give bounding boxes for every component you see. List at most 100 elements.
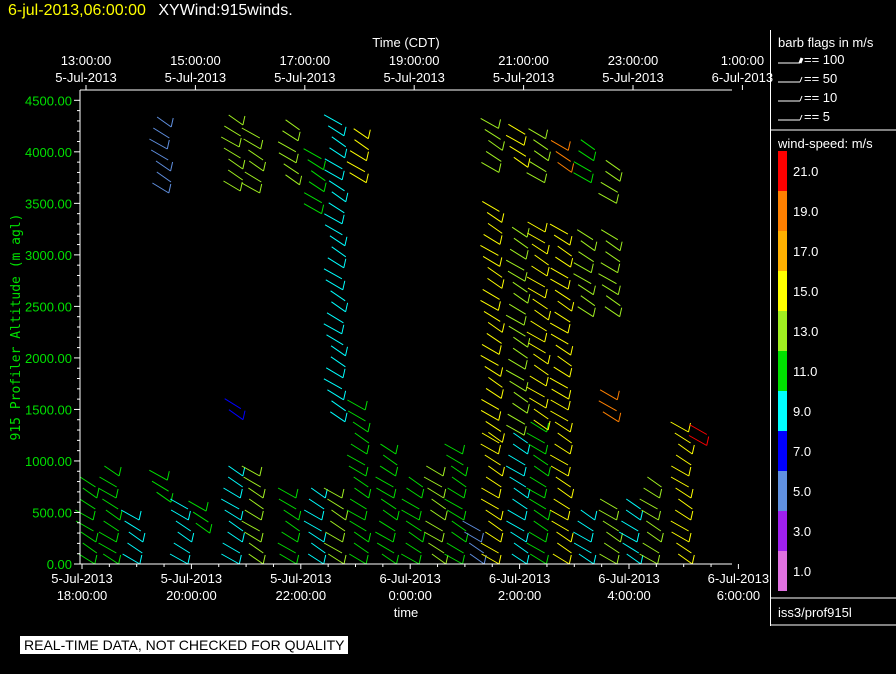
top-tick-time-label: 21:00:00 — [498, 53, 549, 68]
wind-barb-segment — [323, 114, 349, 423]
wind-barb — [220, 136, 240, 148]
wind-barb — [689, 424, 708, 435]
top-tick-date-label: 5-Jul-2013 — [602, 70, 663, 85]
wind-barb-flag — [118, 554, 122, 565]
wind-barb — [641, 509, 659, 521]
top-tick-date-label: 5-Jul-2013 — [55, 70, 116, 85]
colorbar-label: 9.0 — [793, 404, 811, 419]
wind-barb — [554, 289, 571, 301]
wind-barb — [573, 262, 592, 274]
colorbar-swatch — [778, 231, 787, 271]
wind-barb — [378, 520, 396, 532]
y-tick-label: 3500.00 — [25, 196, 72, 211]
wind-barb-flag — [115, 532, 119, 543]
wind-barb-flag — [205, 501, 209, 512]
wind-barb — [505, 369, 525, 381]
wind-barb-flag — [501, 323, 505, 333]
wind-profile — [188, 500, 213, 534]
wind-barb-segment — [401, 476, 426, 565]
wind-barb — [529, 397, 547, 409]
wind-barb — [228, 114, 244, 126]
wind-barb — [103, 520, 120, 532]
wind-barb — [554, 421, 571, 433]
wind-barb-flag — [567, 400, 571, 411]
wind-barb — [480, 409, 499, 421]
wind-barb — [468, 542, 485, 554]
wind-barb — [308, 498, 325, 510]
barb-sample-flag — [799, 95, 803, 102]
y-tick-label: 4000.00 — [25, 145, 72, 160]
wind-barb — [578, 553, 595, 565]
top-tick-date-label: 5-Jul-2013 — [165, 70, 226, 85]
wind-barb — [311, 542, 326, 554]
wind-barb — [80, 531, 97, 543]
wind-profile — [639, 476, 664, 565]
wind-barb — [451, 476, 467, 488]
wind-barb — [450, 465, 467, 477]
wind-barb-flag — [296, 554, 300, 565]
wind-barb — [128, 531, 144, 543]
wind-barb-flag — [342, 368, 346, 378]
wind-barb — [508, 454, 526, 466]
wind-barb-flag — [241, 532, 245, 543]
wind-barb-flag — [260, 510, 264, 521]
wind-barb-flag — [259, 466, 263, 477]
wind-barb-flag — [344, 236, 348, 246]
wind-barb — [329, 147, 345, 159]
wind-barb-flag — [297, 532, 301, 543]
x-tick-date-label: 6-Jul-2013 — [379, 571, 440, 586]
chart-axes: 0.00 500.00 1000.00 1500.00 2000.00 2500.00 30… — [9, 35, 773, 620]
wind-barb — [671, 465, 690, 477]
wind-barb-flag — [345, 192, 349, 202]
wind-profile — [97, 465, 123, 565]
wind-barb-flag — [341, 214, 345, 224]
wind-barb — [408, 476, 424, 488]
y-tick-label: 3000.00 — [25, 248, 72, 263]
wind-barb-flag — [443, 488, 447, 499]
wind-barb — [195, 522, 211, 534]
wind-barb — [626, 553, 642, 565]
colorbar-label: 5.0 — [793, 484, 811, 499]
wind-barb — [277, 487, 297, 499]
wind-profile — [526, 128, 551, 565]
wind-barb — [248, 553, 264, 565]
wind-barb — [426, 465, 444, 477]
wind-barb-flag — [524, 272, 528, 282]
wind-profile — [670, 421, 695, 565]
barb-sample-flag — [798, 57, 804, 64]
wind-barb — [674, 432, 691, 444]
wind-barb-flag — [498, 119, 501, 129]
wind-barb — [527, 232, 546, 244]
wind-barb-flag — [500, 389, 504, 399]
x-tick-date-label: 5-Jul-2013 — [161, 571, 222, 586]
wind-barb — [350, 443, 368, 455]
wind-barb — [549, 322, 569, 334]
wind-barb-flag — [547, 510, 551, 521]
wind-barb — [325, 279, 344, 291]
wind-barb-flag — [546, 422, 550, 433]
wind-barb-flag — [191, 532, 195, 543]
wind-barb — [506, 424, 525, 436]
wind-barb-flag — [209, 523, 213, 534]
wind-barb — [303, 192, 323, 204]
wind-barb — [557, 432, 572, 444]
wind-barb-flag — [368, 532, 372, 543]
wind-barb — [643, 487, 660, 499]
wind-barb-segment — [573, 229, 598, 318]
wind-barb-flag — [343, 126, 347, 136]
wind-barb-flag — [260, 532, 264, 543]
wind-barb — [481, 343, 500, 355]
wind-barb — [513, 336, 528, 348]
wind-barb — [451, 531, 467, 543]
wind-barb-segment — [149, 116, 174, 194]
wind-barb — [557, 355, 572, 367]
wind-barb-flag — [341, 170, 345, 180]
wind-barb — [79, 476, 96, 488]
wind-barb-segment — [220, 465, 246, 565]
wind-barb-flag — [396, 510, 400, 521]
wind-barb-flag — [547, 420, 551, 431]
wind-barb — [556, 531, 572, 543]
wind-barb — [600, 181, 618, 193]
wind-barb — [485, 476, 502, 488]
wind-barb — [598, 192, 617, 204]
